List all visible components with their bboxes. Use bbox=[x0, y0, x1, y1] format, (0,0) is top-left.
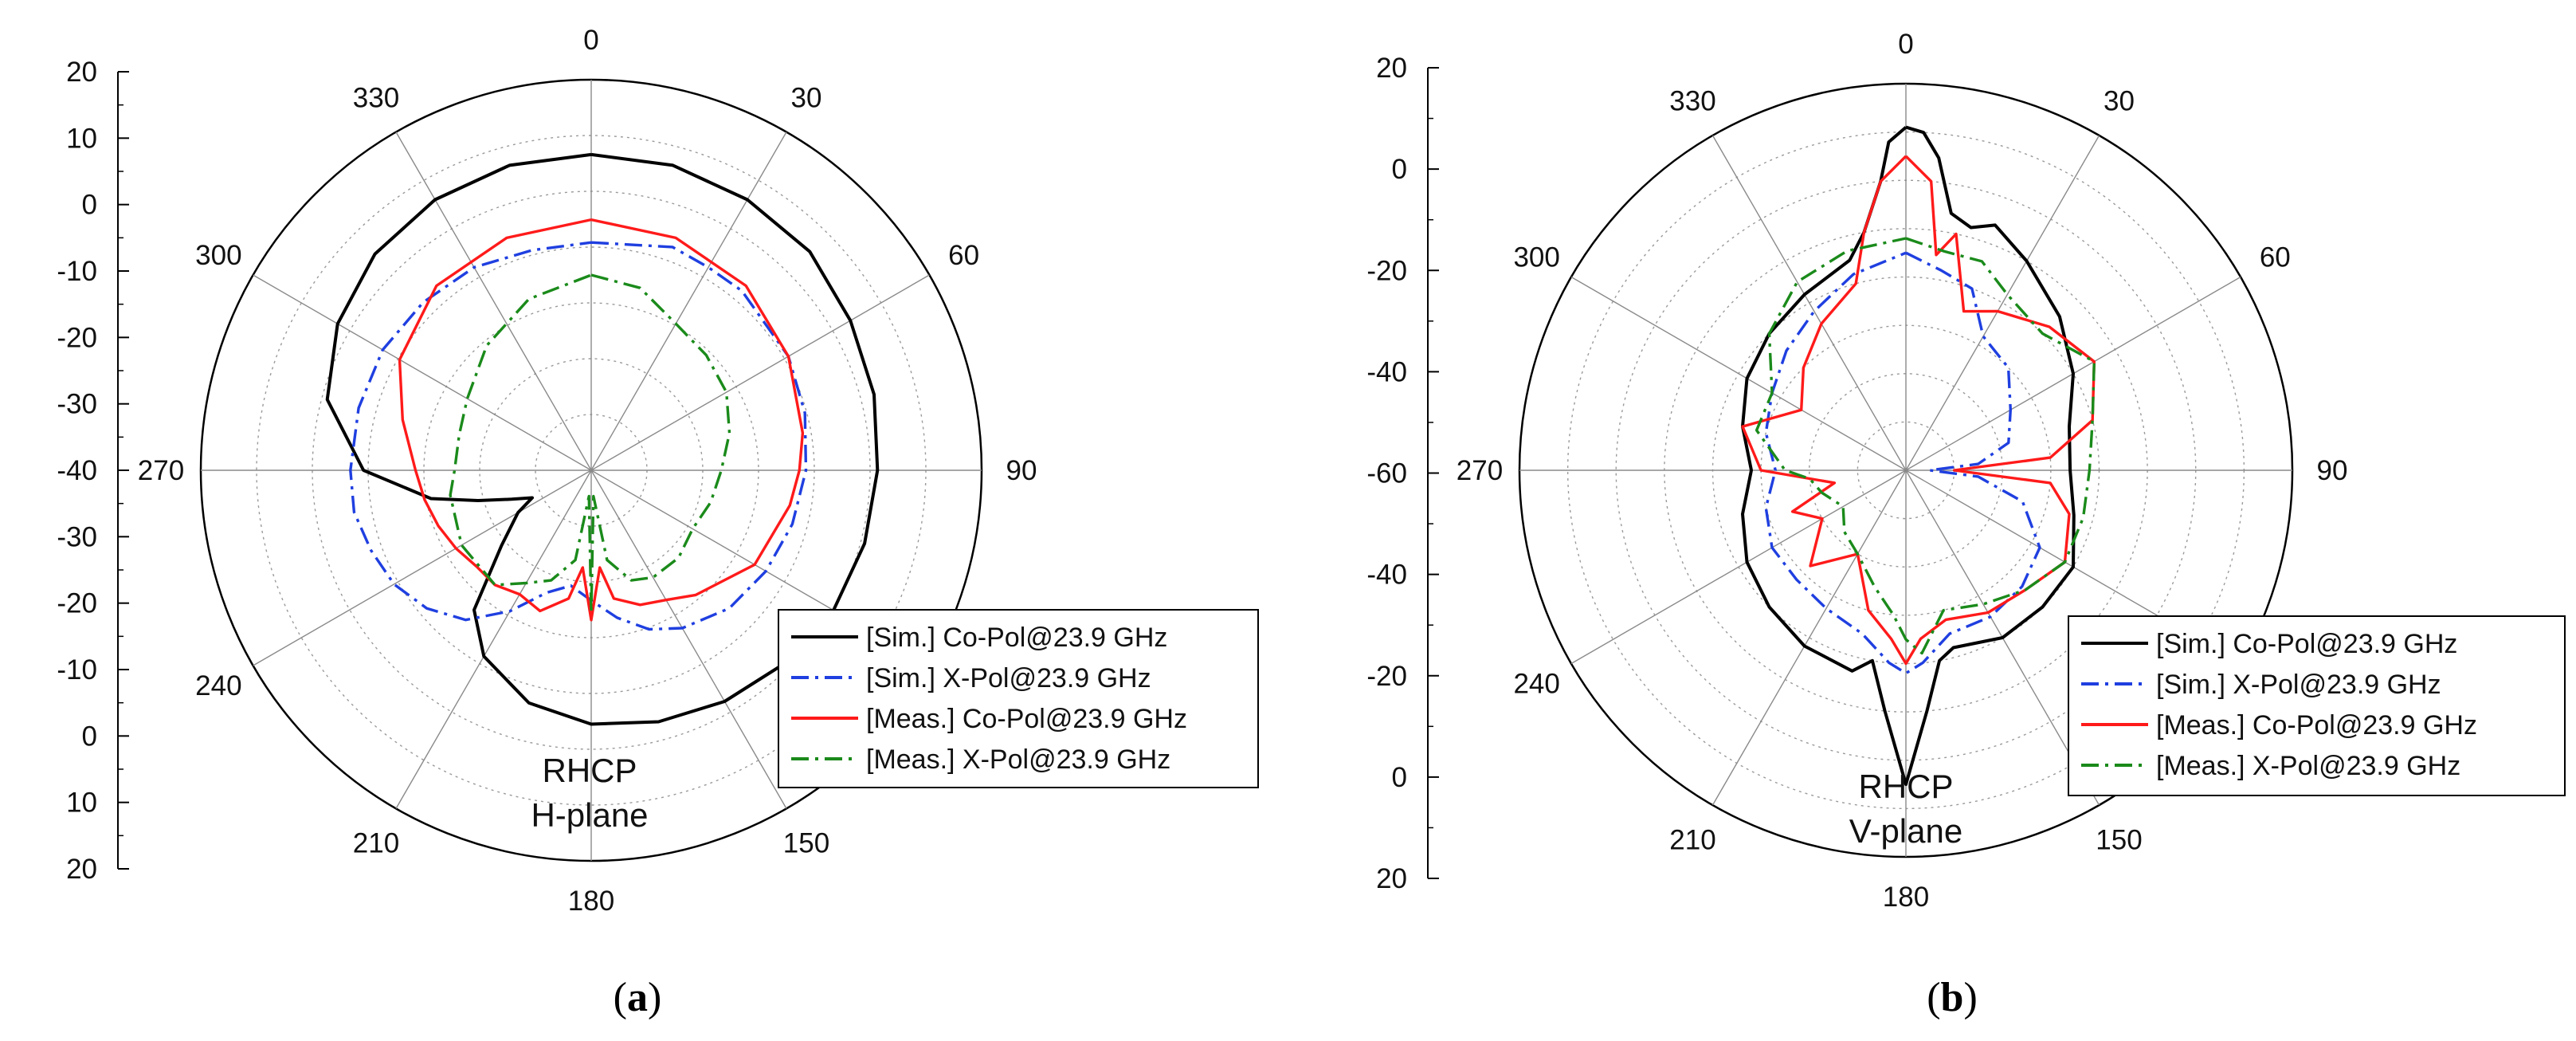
chart-b-grid-spoke bbox=[1570, 469, 1907, 665]
chart-a-legend: [Sim.] Co-Pol@23.9 GHz [Sim.] X-Pol@23.9 … bbox=[778, 609, 1259, 788]
chart-a-radial-tick-label: 20 bbox=[66, 854, 97, 885]
chart-a-grid-spoke bbox=[395, 132, 592, 471]
chart-b-grid-spoke bbox=[1711, 469, 1907, 806]
chart-a-radial-axis: 20 10 0 -10 -20 -30 -40 -30 -20 -10 0 10 20 bbox=[57, 57, 129, 885]
chart-a-radial-tick-label: 10 bbox=[66, 123, 97, 154]
chart-b-grid-spoke bbox=[1570, 276, 1907, 471]
chart-b-angle-label: 150 bbox=[2096, 824, 2142, 855]
chart-b-angle-label: 210 bbox=[1669, 824, 1715, 855]
chart-a-radial-tick-label: 0 bbox=[82, 190, 97, 221]
chart-a-series bbox=[325, 152, 880, 726]
chart-a-radial-tick-label: -10 bbox=[57, 256, 97, 287]
chart-b-radial-axis: 20 0 -20 -40 -60 -40 -20 0 20 bbox=[1366, 53, 1439, 894]
chart-b-grid-spoke bbox=[1905, 135, 2100, 471]
chart-a-legend-label: [Meas.] Co-Pol@23.9 GHz bbox=[866, 704, 1187, 734]
chart-b-grid-spoke bbox=[1711, 135, 1907, 471]
chart-a-caption-letter: a bbox=[627, 975, 648, 1020]
chart-a-annotation-line1: RHCP bbox=[542, 752, 637, 789]
chart-a-radial-tick-label: 0 bbox=[82, 721, 97, 752]
chart-a-radial-tick-label: 10 bbox=[66, 788, 97, 819]
chart-b-angle-label: 270 bbox=[1457, 455, 1503, 486]
chart-a-radial-tick-label: -20 bbox=[57, 588, 97, 619]
chart-b-radial-tick-label: 20 bbox=[1376, 53, 1407, 84]
chart-b-legend-label: [Meas.] X-Pol@23.9 GHz bbox=[2156, 751, 2460, 781]
chart-b-series bbox=[1741, 125, 2096, 787]
chart-b-annotation-line1: RHCP bbox=[1858, 768, 1953, 805]
chart-a-angle-label: 210 bbox=[353, 828, 399, 859]
chart-a-grid-spoke bbox=[590, 132, 787, 471]
chart-b-annotation-line2: V-plane bbox=[1849, 812, 1962, 850]
chart-a-annotation-line2: H-plane bbox=[531, 796, 648, 834]
chart-b-angle-label: 30 bbox=[2104, 86, 2135, 117]
chart-a-radial-tick-label: -10 bbox=[57, 654, 97, 685]
chart-a-legend-box bbox=[778, 609, 1259, 788]
chart-a-radial-tick-label: -40 bbox=[57, 455, 97, 486]
chart-a-grid-spoke bbox=[253, 469, 592, 666]
chart-a-angle-label: 60 bbox=[948, 240, 979, 271]
chart-b-legend-label: [Meas.] Co-Pol@23.9 GHz bbox=[2156, 710, 2477, 740]
chart-a-series-3 bbox=[398, 218, 805, 622]
chart-a-angle-label: 270 bbox=[138, 455, 184, 486]
chart-a-legend-label: [Meas.] X-Pol@23.9 GHz bbox=[866, 744, 1170, 775]
chart-b-caption: (b) bbox=[1927, 975, 1978, 1020]
chart-a-angle-label: 90 bbox=[1006, 455, 1037, 486]
chart-b-radial-tick-label: -20 bbox=[1366, 255, 1407, 286]
chart-a-angle-label: 150 bbox=[783, 828, 829, 859]
chart-b-legend-box bbox=[2068, 615, 2566, 796]
chart-a-angle-label: 30 bbox=[791, 82, 822, 113]
chart-b-angle-label: 330 bbox=[1669, 86, 1715, 117]
chart-b-grid bbox=[1518, 82, 2294, 858]
chart-a-series-2 bbox=[349, 241, 808, 631]
chart-a-grid-spoke bbox=[395, 469, 592, 809]
chart-b-radial-tick-label: 0 bbox=[1392, 762, 1407, 793]
chart-a-grid-spoke bbox=[590, 469, 787, 809]
chart-a-legend-label: [Sim.] X-Pol@23.9 GHz bbox=[866, 663, 1151, 693]
chart-b-angle-label: 60 bbox=[2260, 242, 2291, 273]
chart-a-angle-label: 180 bbox=[568, 886, 614, 917]
chart-a-legend-label: [Sim.] Co-Pol@23.9 GHz bbox=[866, 623, 1167, 653]
chart-b-series-1 bbox=[1741, 125, 2076, 787]
chart-b-angle-label: 90 bbox=[2317, 455, 2348, 486]
chart-a-angle-label: 330 bbox=[353, 82, 399, 113]
chart-b-angle-label: 0 bbox=[1898, 29, 1913, 60]
chart-a-radial-tick-label: -30 bbox=[57, 389, 97, 420]
chart-b-caption-letter: b bbox=[1941, 975, 1964, 1020]
chart-b-series-4 bbox=[1755, 237, 2096, 655]
chart-a-series-4 bbox=[449, 273, 731, 615]
chart-b-radial-tick-label: -40 bbox=[1366, 560, 1407, 591]
chart-b-angle-label: 240 bbox=[1513, 669, 1559, 700]
chart-b-legend: [Sim.] Co-Pol@23.9 GHz [Sim.] X-Pol@23.9 … bbox=[2068, 615, 2566, 796]
chart-b-angle-label: 180 bbox=[1883, 882, 1929, 913]
chart-a-angle-label: 0 bbox=[583, 25, 598, 56]
chart-a-caption: (a) bbox=[614, 975, 662, 1020]
chart-a-angle-label: 240 bbox=[195, 670, 241, 701]
chart-b-angle-label: 300 bbox=[1513, 242, 1559, 273]
chart-a-series-1 bbox=[325, 152, 880, 726]
chart-a-radial-tick-label: 20 bbox=[66, 57, 97, 88]
chart-b-radial-tick-label: 20 bbox=[1376, 863, 1407, 894]
chart-a-radial-tick-label: -30 bbox=[57, 521, 97, 552]
chart-a-grid-spoke bbox=[253, 274, 592, 471]
chart-a: 20 10 0 -10 -20 -30 -40 -30 -20 -10 0 10 20 0 30 60 90 1… bbox=[57, 25, 1259, 1020]
chart-b-series-3 bbox=[1741, 155, 2096, 666]
chart-b-radial-ticks: 20 0 -20 -40 -60 -40 -20 0 20 bbox=[1366, 53, 1439, 894]
chart-a-radial-tick-label: -20 bbox=[57, 322, 97, 353]
chart-b-radial-tick-label: -40 bbox=[1366, 356, 1407, 387]
chart-b-radial-tick-label: 0 bbox=[1392, 154, 1407, 185]
chart-b-radial-tick-label: -20 bbox=[1366, 661, 1407, 692]
chart-b-radial-tick-label: -60 bbox=[1366, 458, 1407, 489]
chart-a-grid-spoke bbox=[590, 274, 930, 471]
chart-a-radial-ticks: 20 10 0 -10 -20 -30 -40 -30 -20 -10 0 10 20 bbox=[57, 57, 129, 885]
chart-a-angle-label: 300 bbox=[195, 240, 241, 271]
chart-b-legend-label: [Sim.] X-Pol@23.9 GHz bbox=[2156, 670, 2441, 700]
chart-b-legend-label: [Sim.] Co-Pol@23.9 GHz bbox=[2156, 629, 2457, 659]
chart-b-series-2 bbox=[1764, 251, 2041, 675]
